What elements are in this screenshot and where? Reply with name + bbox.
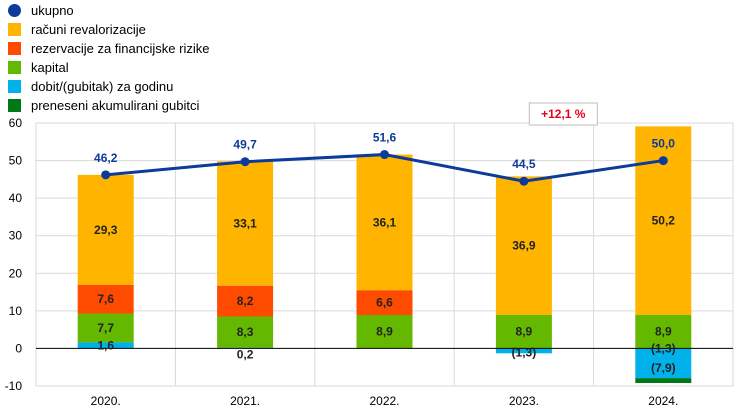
legend-item-losses: preneseni akumulirani gubitci: [8, 96, 209, 115]
bar-capital: [356, 314, 413, 349]
legend-swatch-losses: [8, 99, 21, 112]
bar-provisions: [217, 285, 274, 317]
bar-capital: [635, 314, 692, 349]
bar-capital: [77, 313, 134, 343]
data-label-profit: (1,3): [512, 345, 537, 359]
y-tick-label: 0: [15, 341, 22, 355]
data-label-capital: 8,9: [376, 325, 393, 339]
total-label: 50,0: [652, 137, 676, 151]
x-tick-label: 2021.: [230, 394, 260, 408]
chart-legend: ukupno računi revalorizacije rezervacije z…: [8, 1, 209, 115]
data-label-revaluation: 33,1: [233, 217, 257, 231]
data-label-provisions: 7,6: [97, 292, 114, 306]
legend-item-total: ukupno: [8, 1, 209, 20]
data-label-provisions: 8,2: [237, 294, 254, 308]
total-point: [519, 176, 529, 186]
annotation-label: +12,1 %: [541, 107, 586, 121]
total-label: 46,2: [94, 151, 118, 165]
data-label-losses: (1,3): [651, 341, 676, 355]
legend-item-provisions: rezervacije za financijske rizike: [8, 39, 209, 58]
y-tick-label: 10: [9, 304, 23, 318]
legend-label-total: ukupno: [31, 3, 74, 18]
bar-revaluation: [77, 174, 134, 285]
bar-losses: [635, 378, 692, 383]
total-point: [380, 150, 389, 160]
bar-capital: [495, 314, 552, 349]
total-point: [658, 156, 668, 166]
data-label-capital: 8,9: [516, 325, 533, 339]
data-label-revaluation: 50,2: [652, 214, 676, 228]
legend-swatch-profit: [8, 80, 21, 93]
data-label-capital: 8,3: [237, 325, 254, 339]
legend-swatch-capital: [8, 61, 21, 74]
y-tick-label: 60: [9, 116, 23, 130]
bar-profit: [77, 342, 134, 349]
total-point: [101, 170, 111, 180]
data-label-revaluation: 36,9: [512, 239, 536, 253]
x-tick-label: 2022.: [369, 394, 399, 408]
data-label-profit: (7,9): [651, 361, 676, 375]
legend-label-capital: kapital: [31, 60, 69, 75]
legend-label-provisions: rezervacije za financijske rizike: [31, 41, 210, 56]
data-label-profit: 1,6: [97, 338, 114, 352]
data-label-revaluation: 29,3: [94, 223, 118, 237]
legend-label-revaluation: računi revalorizacije: [31, 22, 146, 37]
data-label-revaluation: 36,1: [373, 215, 397, 229]
legend-swatch-revaluation: [8, 23, 21, 36]
total-point: [240, 157, 250, 167]
bar-capital: [217, 316, 274, 348]
bar-provisions: [356, 290, 413, 315]
bar-revaluation: [217, 161, 274, 286]
x-tick-label: 2024.: [648, 394, 678, 408]
legend-item-profit: dobit/(gubitak) za godinu: [8, 77, 209, 96]
total-label: 44,5: [512, 157, 536, 171]
x-tick-label: 2023.: [509, 394, 539, 408]
y-tick-label: 20: [9, 266, 23, 280]
legend-label-losses: preneseni akumulirani gubitci: [31, 98, 200, 113]
data-label-profit: 0,2: [237, 347, 254, 361]
legend-swatch-provisions: [8, 42, 21, 55]
bar-profit: [635, 348, 692, 379]
total-label: 51,6: [373, 131, 397, 145]
y-tick-label: 40: [9, 191, 23, 205]
bar-revaluation: [495, 176, 552, 315]
y-tick-label: 50: [9, 154, 23, 168]
legend-label-profit: dobit/(gubitak) za godinu: [31, 79, 174, 94]
bar-provisions: [77, 284, 134, 314]
legend-swatch-total: [8, 4, 21, 17]
y-tick-label: 30: [9, 229, 23, 243]
y-tick-label: -10: [5, 379, 23, 393]
x-tick-label: 2020.: [91, 394, 121, 408]
data-label-capital: 8,9: [655, 325, 672, 339]
legend-item-revaluation: računi revalorizacije: [8, 20, 209, 39]
annotation-box: [528, 102, 598, 126]
total-label: 49,7: [233, 138, 257, 152]
bar-profit: [495, 348, 552, 354]
data-label-provisions: 6,6: [376, 296, 393, 310]
bar-revaluation: [356, 154, 413, 291]
data-label-capital: 7,7: [97, 321, 114, 335]
legend-item-capital: kapital: [8, 58, 209, 77]
